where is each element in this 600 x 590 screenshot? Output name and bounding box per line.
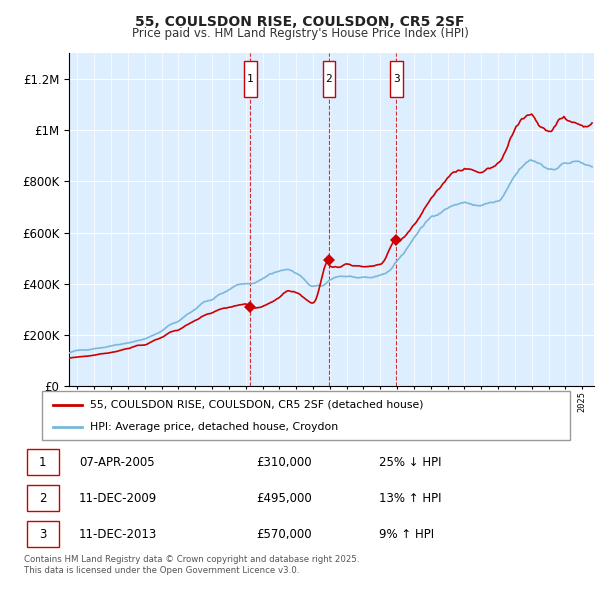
Text: Contains HM Land Registry data © Crown copyright and database right 2025.
This d: Contains HM Land Registry data © Crown c… (24, 555, 359, 575)
Text: 1: 1 (39, 455, 46, 468)
FancyBboxPatch shape (244, 61, 257, 97)
Text: £570,000: £570,000 (256, 527, 312, 540)
Text: 55, COULSDON RISE, COULSDON, CR5 2SF: 55, COULSDON RISE, COULSDON, CR5 2SF (135, 15, 465, 29)
Text: 07-APR-2005: 07-APR-2005 (79, 455, 155, 468)
FancyBboxPatch shape (390, 61, 403, 97)
Text: 3: 3 (393, 74, 400, 84)
Text: £495,000: £495,000 (256, 491, 312, 504)
Text: 3: 3 (39, 527, 46, 540)
Text: £310,000: £310,000 (256, 455, 312, 468)
Text: 13% ↑ HPI: 13% ↑ HPI (379, 491, 441, 504)
FancyBboxPatch shape (26, 485, 59, 512)
Text: 55, COULSDON RISE, COULSDON, CR5 2SF (detached house): 55, COULSDON RISE, COULSDON, CR5 2SF (de… (89, 399, 423, 409)
FancyBboxPatch shape (26, 521, 59, 548)
FancyBboxPatch shape (42, 391, 570, 440)
Text: 11-DEC-2009: 11-DEC-2009 (79, 491, 157, 504)
FancyBboxPatch shape (26, 449, 59, 476)
Text: HPI: Average price, detached house, Croydon: HPI: Average price, detached house, Croy… (89, 422, 338, 432)
Text: 11-DEC-2013: 11-DEC-2013 (79, 527, 157, 540)
Text: 9% ↑ HPI: 9% ↑ HPI (379, 527, 434, 540)
Text: 2: 2 (39, 491, 46, 504)
Text: 25% ↓ HPI: 25% ↓ HPI (379, 455, 441, 468)
Text: 1: 1 (247, 74, 254, 84)
Text: Price paid vs. HM Land Registry's House Price Index (HPI): Price paid vs. HM Land Registry's House … (131, 27, 469, 40)
Text: 2: 2 (326, 74, 332, 84)
FancyBboxPatch shape (323, 61, 335, 97)
